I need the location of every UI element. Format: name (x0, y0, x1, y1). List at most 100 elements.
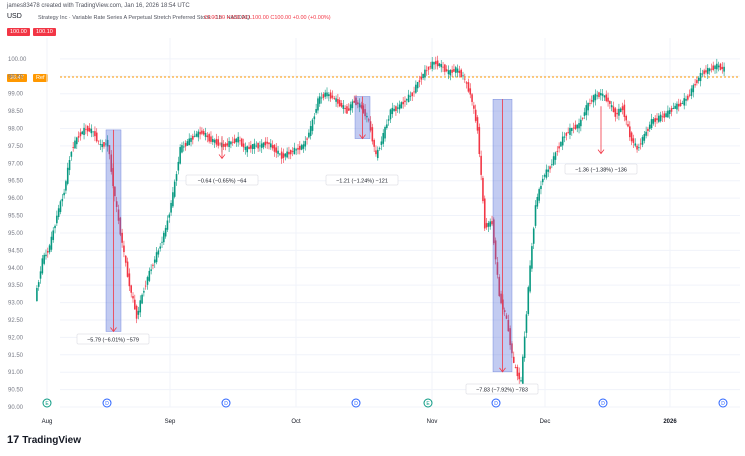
candle-body (560, 141, 562, 147)
candle-body (471, 94, 473, 102)
candle-body (705, 70, 707, 73)
candle-body (716, 63, 718, 70)
candle-body (581, 117, 584, 119)
candle-body (360, 105, 363, 109)
event-marker-letter: D (224, 401, 228, 407)
candle-body (717, 65, 720, 68)
candle-body (90, 128, 93, 134)
event-marker-letter: E (45, 401, 49, 407)
candle-body (108, 145, 111, 155)
event-marker: D (221, 398, 231, 408)
candle-body (121, 232, 123, 243)
candle-body (703, 70, 705, 74)
candle-body (239, 140, 241, 142)
candle-body (315, 109, 317, 113)
candle-body (309, 126, 312, 136)
candle-body (246, 146, 249, 153)
candle-body (159, 246, 162, 249)
candle-body (485, 223, 488, 228)
candle-body (599, 93, 602, 96)
y-tick-label: 93.50 (8, 283, 24, 289)
x-tick-label: Aug (42, 419, 53, 425)
candle-body (326, 92, 328, 97)
candle-body (271, 145, 274, 149)
candle-body (95, 132, 98, 142)
candle-body (476, 117, 479, 131)
dividend-icon (351, 398, 361, 408)
y-tick-label: 98.00 (8, 127, 24, 133)
candle-body (228, 141, 230, 147)
y-tick-label: 92.00 (8, 335, 24, 341)
measure-arrowhead (597, 149, 605, 155)
candle-body (289, 150, 292, 155)
candle-body (59, 201, 62, 213)
candle-body (211, 138, 214, 142)
y-tick-label: 92.50 (8, 318, 24, 324)
measure-label-box (564, 163, 638, 175)
candle-body (65, 181, 67, 191)
x-tick-label: Oct (291, 419, 301, 425)
candle-body (86, 125, 89, 132)
candle-body (422, 73, 424, 79)
dividend-icon (598, 398, 608, 408)
candle-body (41, 258, 44, 274)
y-tick-label: 97.00 (8, 161, 24, 167)
candle-body (50, 236, 53, 250)
candle-body (224, 143, 227, 147)
candle-body (119, 217, 122, 235)
candle-body (569, 127, 571, 135)
candle-body (371, 127, 374, 142)
candle-body (523, 336, 526, 359)
candle-body (665, 113, 667, 118)
candle-body (536, 196, 539, 207)
candle-body (402, 101, 404, 105)
event-marker: D (718, 398, 728, 408)
candle-body (696, 80, 698, 84)
x-axis: Aug Sep Oct Nov Dec 2026 (42, 419, 678, 425)
candle-body (411, 92, 414, 97)
candle-body (503, 310, 506, 312)
byline: james83478 created with TradingView.com,… (7, 3, 190, 9)
dividend-icon (221, 398, 231, 408)
event-marker: D (598, 398, 608, 408)
candle-body (378, 148, 381, 149)
candle-body (286, 151, 288, 158)
candle-body (146, 277, 149, 285)
measure-annotation: −5.79 (−6.01%) −579 (76, 129, 150, 345)
candle-body (262, 142, 265, 148)
candle-body (543, 175, 546, 177)
candle-body (563, 136, 566, 138)
candle-body (683, 98, 686, 106)
candle-body (445, 69, 448, 72)
candle-body (583, 112, 586, 116)
candle-body (532, 228, 535, 244)
candle-body (242, 143, 245, 148)
event-marker: E (423, 398, 433, 408)
candle-body (206, 135, 209, 138)
measure-arrowhead (110, 327, 117, 333)
event-marker-letter: D (105, 401, 109, 407)
candle-body (61, 198, 64, 202)
candle-body (208, 134, 210, 142)
candle-body (531, 246, 533, 269)
candle-body (163, 232, 165, 243)
tradingview-logo: 17 TradingView (7, 434, 81, 446)
candle-body (349, 104, 352, 111)
candle-body (554, 152, 557, 160)
candle-body (607, 97, 609, 102)
candle-body (719, 63, 722, 70)
y-tick-label: 97.50 (8, 144, 24, 150)
candle-body (36, 287, 38, 302)
candle-body (54, 225, 56, 229)
candle-body (141, 294, 143, 304)
candle-body (469, 88, 472, 95)
candle-body (668, 110, 671, 115)
y-tick-label: 100.00 (8, 57, 27, 63)
candle-body (85, 128, 87, 130)
candle-body (648, 124, 651, 130)
candle-body (451, 69, 453, 73)
candle-body (630, 132, 633, 142)
y-tick-label: 94.00 (8, 266, 24, 272)
